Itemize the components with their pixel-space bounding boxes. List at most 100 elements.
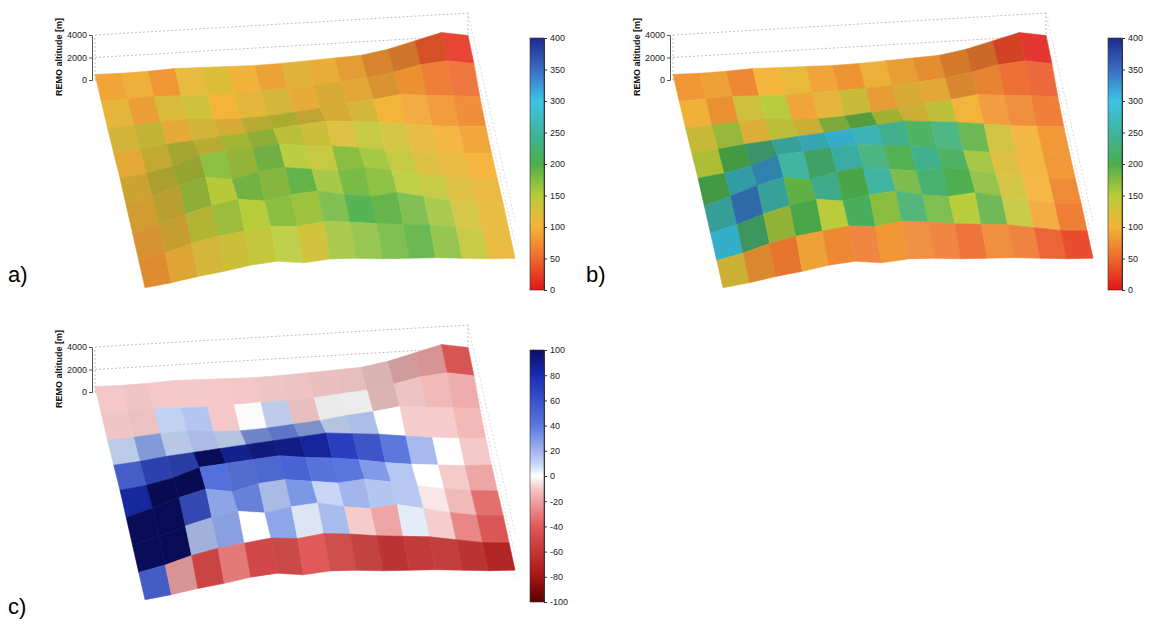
surface-cell — [483, 230, 515, 258]
tick-mark — [1122, 70, 1125, 71]
surface — [95, 345, 515, 600]
colorbar — [1108, 38, 1122, 290]
tick: 2000 — [645, 53, 670, 63]
colorbar-axis: 050100150200250300350400 — [544, 33, 565, 295]
tick-label: 300 — [1128, 96, 1143, 106]
surface-cell — [459, 438, 491, 466]
tick-label: 0 — [550, 471, 555, 481]
tick-label: 4000 — [67, 30, 87, 40]
tick-mark — [667, 80, 670, 81]
surface-cell — [471, 490, 503, 515]
tick: -20 — [544, 497, 563, 507]
surface-cell — [1043, 153, 1075, 179]
chart-root: 020004000REMO altitude [m]05010015020025… — [0, 0, 1158, 626]
colorbar — [530, 38, 544, 290]
surface-cell — [447, 61, 479, 97]
tick-label: 80 — [550, 371, 560, 381]
tick: 100 — [1122, 222, 1143, 232]
tick: 400 — [544, 33, 565, 43]
tick-label: 200 — [1128, 159, 1143, 169]
tick: 0 — [82, 75, 92, 85]
tick-label: 0 — [82, 75, 87, 85]
tick-mark — [544, 501, 547, 502]
surface-cell — [1049, 178, 1081, 203]
surface-cell — [1019, 33, 1052, 64]
tick-mark — [1122, 196, 1125, 197]
panel: 020004000REMO altitude [m]-100-80-60-40-… — [54, 325, 568, 607]
axis-line — [1123, 39, 1126, 291]
panel-letter: a) — [8, 262, 28, 287]
tick-label: 20 — [550, 446, 560, 456]
figure: 020004000REMO altitude [m]05010015020025… — [0, 0, 1158, 626]
surface-cell — [441, 33, 474, 64]
tick: -40 — [544, 522, 563, 532]
tick: 20 — [544, 446, 560, 456]
tick-label: 4000 — [67, 342, 87, 352]
surface-cell — [1061, 230, 1093, 258]
tick-label: 400 — [1128, 33, 1143, 43]
axis-line — [545, 39, 548, 291]
tick-label: 2000 — [67, 53, 87, 63]
tick: 250 — [1122, 128, 1143, 138]
tick: 250 — [544, 128, 565, 138]
tick: 150 — [544, 191, 565, 201]
tick-mark — [544, 577, 547, 578]
surface-cell — [441, 345, 474, 376]
tick-mark — [89, 392, 92, 393]
tick-mark — [667, 35, 670, 36]
tick: 0 — [1122, 285, 1133, 295]
panel: 020004000REMO altitude [m]05010015020025… — [632, 13, 1143, 295]
tick-label: 50 — [1128, 254, 1138, 264]
surface-cell — [477, 203, 509, 231]
axis-title: REMO altitude [m] — [54, 18, 64, 96]
tick-label: 350 — [550, 65, 565, 75]
z-axis: 0 2000 4000 — [645, 30, 671, 85]
tick: -60 — [544, 547, 563, 557]
panel-letter: c) — [8, 594, 26, 619]
tick-label: 250 — [550, 128, 565, 138]
tick-mark — [544, 426, 547, 427]
tick-label: 0 — [550, 285, 555, 295]
tick: 4000 — [645, 30, 670, 40]
tick-label: -80 — [550, 572, 563, 582]
tick-label: 0 — [660, 75, 665, 85]
tick-mark — [1122, 290, 1125, 291]
tick-label: 50 — [550, 254, 560, 264]
tick-mark — [544, 38, 547, 39]
surface-cell — [1031, 96, 1063, 127]
tick: -80 — [544, 572, 563, 582]
tick-mark — [544, 164, 547, 165]
tick: 0 — [544, 285, 555, 295]
tick: 100 — [544, 345, 565, 355]
tick-mark — [89, 80, 92, 81]
surface-cell — [471, 178, 503, 203]
surface-cell — [459, 126, 491, 154]
tick-mark — [544, 375, 547, 376]
tick: -100 — [544, 597, 568, 607]
box — [95, 13, 515, 266]
tick-mark — [1122, 164, 1125, 165]
tick-label: -100 — [550, 597, 568, 607]
tick: 0 — [660, 75, 670, 85]
surface — [673, 33, 1093, 288]
tick-label: 400 — [550, 33, 565, 43]
tick-mark — [544, 101, 547, 102]
tick-label: 100 — [550, 222, 565, 232]
tick: 150 — [1122, 191, 1143, 201]
tick: 300 — [544, 96, 565, 106]
tick-mark — [544, 552, 547, 553]
z-axis: 0 2000 4000 — [67, 342, 93, 397]
tick: 4000 — [67, 30, 92, 40]
tick-mark — [1122, 101, 1125, 102]
colorbar — [530, 350, 544, 602]
colorbar-axis: 050100150200250300350400 — [1122, 33, 1143, 295]
tick-label: 60 — [550, 396, 560, 406]
tick-label: 2000 — [67, 365, 87, 375]
tick-mark — [89, 58, 92, 59]
tick-label: 2000 — [645, 53, 665, 63]
tick: 50 — [1122, 254, 1138, 264]
tick-mark — [1122, 133, 1125, 134]
z-axis: 0 2000 4000 — [67, 30, 93, 85]
tick-label: 0 — [82, 387, 87, 397]
tick-mark — [89, 370, 92, 371]
